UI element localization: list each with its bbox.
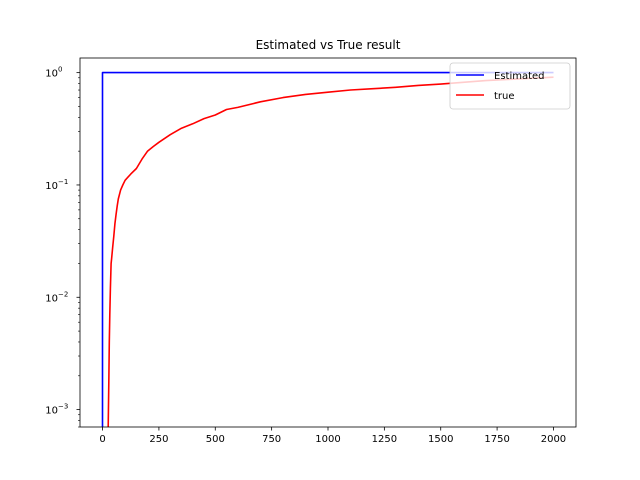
series-line-estimated [101,71,554,427]
y-tick-exponent: 0 [58,66,62,74]
series-line-true [107,76,554,428]
y-tick-exponent: −2 [58,290,68,298]
y-tick-exponent: −1 [58,178,68,186]
x-tick-label: 1750 [484,434,509,445]
x-tick-label: 2000 [541,434,566,445]
y-tick-label: 10 [45,69,58,80]
x-tick-label: 500 [206,434,225,445]
plot-lines [101,71,554,428]
plot-frame [79,57,577,428]
y-tick-exponent: −3 [58,403,68,411]
x-tick-label: 250 [149,434,168,445]
x-tick-label: 1500 [428,434,453,445]
legend: Estimated true [449,62,571,110]
x-tick-label: 1250 [372,434,397,445]
x-tick-label: 1000 [315,434,340,445]
y-tick-label: 10 [45,293,58,304]
x-tick-label: 750 [262,434,281,445]
y-tick-label: 10 [45,406,58,417]
legend-label: true [494,91,515,102]
legend-box [449,62,571,110]
x-tick-label: 0 [99,434,105,445]
axes-ticks: 0 250 500 750 1000 1250 1500 1750 200010−310−210… [45,66,566,445]
legend-label: Estimated [494,71,545,82]
chart-title: Estimated vs True result [256,38,401,52]
y-tick-label: 10 [45,181,58,192]
